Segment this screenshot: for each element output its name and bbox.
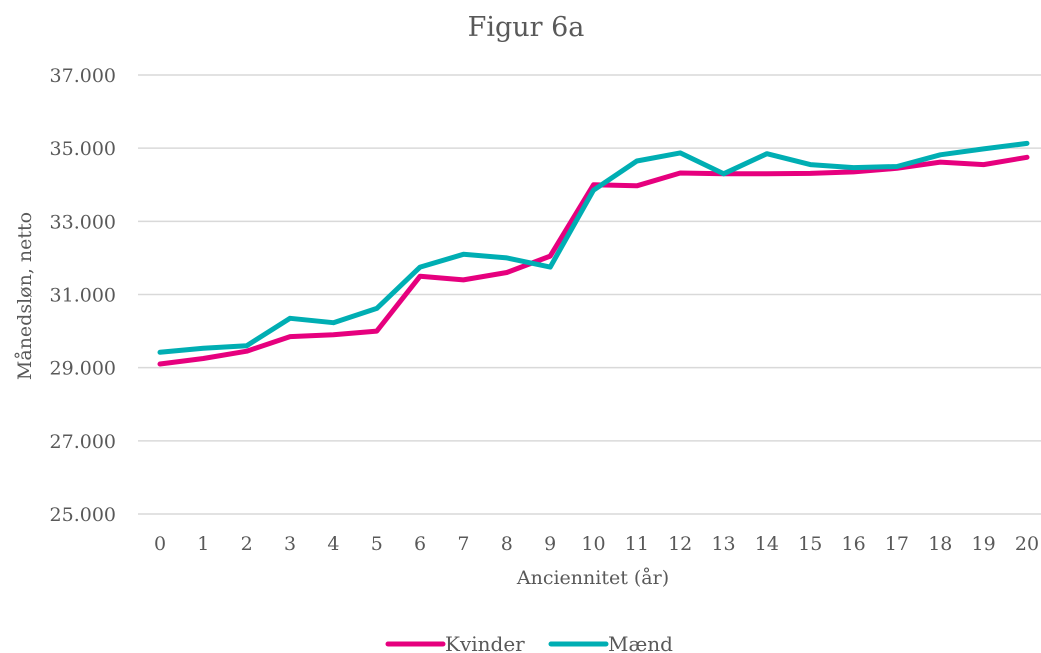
legend-label-m-nd: Mænd bbox=[608, 632, 673, 653]
x-axis-label: Anciennitet (år) bbox=[516, 567, 669, 589]
x-tick-label: 8 bbox=[501, 533, 513, 555]
y-tick-label: 25.000 bbox=[50, 504, 116, 526]
x-tick-label: 20 bbox=[1015, 533, 1039, 555]
series-lines bbox=[157, 140, 1030, 367]
x-tick-label: 19 bbox=[972, 533, 996, 555]
x-tick-label: 12 bbox=[668, 533, 692, 555]
x-tick-label: 0 bbox=[154, 533, 166, 555]
y-tick-label: 27.000 bbox=[50, 431, 116, 453]
x-tick-label: 2 bbox=[241, 533, 253, 555]
x-tick-label: 10 bbox=[581, 533, 605, 555]
y-tick-label: 35.000 bbox=[50, 138, 116, 160]
x-tick-label: 7 bbox=[457, 533, 469, 555]
gridlines bbox=[138, 74, 1041, 515]
y-axis-ticks: 25.000 27.000 29.000 31.000 33.000 35.000 37.0… bbox=[50, 65, 116, 526]
x-tick-label: 15 bbox=[798, 533, 822, 555]
y-tick-label: 31.000 bbox=[50, 285, 116, 307]
legend-label-kvinder: Kvinder bbox=[445, 632, 525, 653]
x-axis-ticks: 0 1 2 3 4 5 6 7 8 9 10 11 12 13 14 15 16 17 18 19 20 bbox=[154, 533, 1039, 555]
x-tick-label: 5 bbox=[371, 533, 383, 555]
x-tick-label: 18 bbox=[928, 533, 952, 555]
series-line-m-nd bbox=[157, 140, 1030, 355]
x-tick-label: 17 bbox=[885, 533, 909, 555]
x-tick-label: 1 bbox=[197, 533, 209, 555]
x-tick-label: 9 bbox=[544, 533, 556, 555]
legend: Kvinder Mænd bbox=[385, 632, 673, 653]
x-tick-label: 4 bbox=[327, 533, 339, 555]
y-tick-label: 33.000 bbox=[50, 211, 116, 233]
x-tick-label: 6 bbox=[414, 533, 426, 555]
series-line-kvinder bbox=[157, 154, 1030, 367]
y-tick-label: 37.000 bbox=[50, 65, 116, 87]
y-axis-label: Månedsløn, netto bbox=[14, 212, 36, 380]
x-tick-label: 16 bbox=[842, 533, 866, 555]
x-tick-label: 14 bbox=[755, 533, 779, 555]
y-tick-label: 29.000 bbox=[50, 358, 116, 380]
x-tick-label: 11 bbox=[625, 533, 649, 555]
x-tick-label: 3 bbox=[284, 533, 296, 555]
x-tick-label: 13 bbox=[711, 533, 735, 555]
chart-title: Figur 6a bbox=[468, 12, 585, 43]
